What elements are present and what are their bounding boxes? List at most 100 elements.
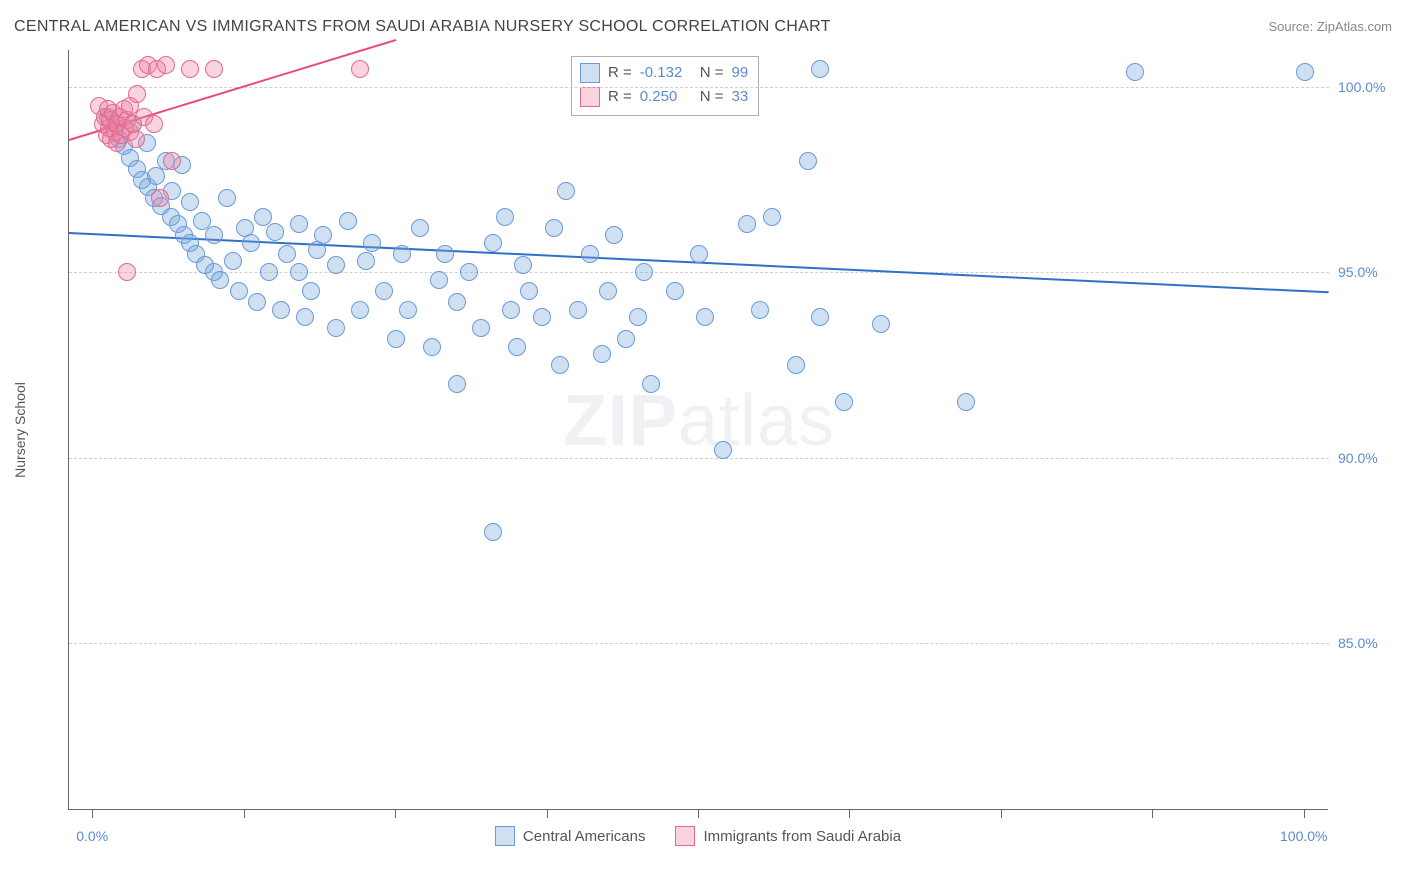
xtick bbox=[1304, 810, 1305, 818]
gridline-h bbox=[69, 643, 1329, 644]
legend-swatch-series-1 bbox=[675, 826, 695, 846]
data-point-series-0 bbox=[399, 301, 417, 319]
ytick-label: 100.0% bbox=[1338, 79, 1385, 95]
chart-header: CENTRAL AMERICAN VS IMMIGRANTS FROM SAUD… bbox=[14, 18, 1392, 36]
data-point-series-0 bbox=[872, 315, 890, 333]
watermark: ZIPatlas bbox=[563, 380, 835, 462]
xtick bbox=[698, 810, 699, 818]
data-point-series-0 bbox=[290, 215, 308, 233]
ytick-label: 85.0% bbox=[1338, 635, 1378, 651]
stats-row-series-1: R = 0.250 N = 33 bbox=[580, 85, 748, 109]
data-point-series-0 bbox=[387, 330, 405, 348]
data-point-series-0 bbox=[460, 263, 478, 281]
xtick bbox=[395, 810, 396, 818]
data-point-series-0 bbox=[551, 356, 569, 374]
gridline-h bbox=[69, 272, 1329, 273]
xtick bbox=[849, 810, 850, 818]
data-point-series-0 bbox=[218, 189, 236, 207]
data-point-series-0 bbox=[351, 301, 369, 319]
xtick bbox=[547, 810, 548, 818]
data-point-series-0 bbox=[635, 263, 653, 281]
data-point-series-0 bbox=[835, 393, 853, 411]
ytick-label: 90.0% bbox=[1338, 450, 1378, 466]
data-point-series-0 bbox=[751, 301, 769, 319]
data-point-series-1 bbox=[127, 130, 145, 148]
data-point-series-0 bbox=[738, 215, 756, 233]
data-point-series-0 bbox=[714, 441, 732, 459]
gridline-h bbox=[69, 87, 1329, 88]
data-point-series-0 bbox=[1126, 63, 1144, 81]
n-label: N = bbox=[700, 85, 724, 109]
data-point-series-0 bbox=[375, 282, 393, 300]
ytick-label: 95.0% bbox=[1338, 264, 1378, 280]
data-point-series-0 bbox=[787, 356, 805, 374]
plot-wrapper: Nursery School ZIPatlas R = -0.132 N = 9… bbox=[68, 50, 1390, 810]
xtick bbox=[1001, 810, 1002, 818]
data-point-series-0 bbox=[248, 293, 266, 311]
data-point-series-0 bbox=[339, 212, 357, 230]
data-point-series-0 bbox=[811, 308, 829, 326]
y-axis-label: Nursery School bbox=[12, 382, 28, 478]
data-point-series-0 bbox=[690, 245, 708, 263]
data-point-series-0 bbox=[211, 271, 229, 289]
data-point-series-0 bbox=[484, 523, 502, 541]
r-value-series-1: 0.250 bbox=[640, 85, 692, 109]
legend-label-series-1: Immigrants from Saudi Arabia bbox=[703, 828, 901, 845]
data-point-series-1 bbox=[351, 60, 369, 78]
data-point-series-0 bbox=[696, 308, 714, 326]
data-point-series-0 bbox=[278, 245, 296, 263]
data-point-series-0 bbox=[448, 375, 466, 393]
chart-source: Source: ZipAtlas.com bbox=[1268, 19, 1392, 34]
watermark-rest: atlas bbox=[678, 381, 835, 461]
data-point-series-0 bbox=[181, 193, 199, 211]
data-point-series-0 bbox=[327, 256, 345, 274]
data-point-series-0 bbox=[272, 301, 290, 319]
xtick bbox=[92, 810, 93, 818]
data-point-series-0 bbox=[224, 252, 242, 270]
data-point-series-0 bbox=[642, 375, 660, 393]
data-point-series-0 bbox=[581, 245, 599, 263]
swatch-series-0 bbox=[580, 63, 600, 83]
xtick bbox=[1152, 810, 1153, 818]
data-point-series-0 bbox=[593, 345, 611, 363]
xtick bbox=[244, 810, 245, 818]
data-point-series-0 bbox=[472, 319, 490, 337]
data-point-series-1 bbox=[118, 263, 136, 281]
n-value-series-1: 33 bbox=[732, 85, 749, 109]
data-point-series-0 bbox=[799, 152, 817, 170]
legend-swatch-series-0 bbox=[495, 826, 515, 846]
data-point-series-0 bbox=[357, 252, 375, 270]
data-point-series-0 bbox=[957, 393, 975, 411]
data-point-series-0 bbox=[242, 234, 260, 252]
xtick-label: 0.0% bbox=[76, 828, 108, 844]
data-point-series-0 bbox=[423, 338, 441, 356]
data-point-series-0 bbox=[605, 226, 623, 244]
data-point-series-1 bbox=[128, 85, 146, 103]
data-point-series-0 bbox=[230, 282, 248, 300]
swatch-series-1 bbox=[580, 87, 600, 107]
data-point-series-1 bbox=[145, 115, 163, 133]
bottom-legend: Central Americans Immigrants from Saudi … bbox=[68, 826, 1328, 846]
r-label: R = bbox=[608, 61, 632, 85]
stats-legend-box: R = -0.132 N = 99 R = 0.250 N = 33 bbox=[571, 56, 759, 116]
legend-item-series-0: Central Americans bbox=[495, 826, 646, 846]
data-point-series-0 bbox=[520, 282, 538, 300]
data-point-series-0 bbox=[430, 271, 448, 289]
data-point-series-0 bbox=[363, 234, 381, 252]
data-point-series-0 bbox=[811, 60, 829, 78]
data-point-series-0 bbox=[502, 301, 520, 319]
data-point-series-0 bbox=[448, 293, 466, 311]
data-point-series-0 bbox=[296, 308, 314, 326]
n-label: N = bbox=[700, 61, 724, 85]
data-point-series-0 bbox=[302, 282, 320, 300]
stats-row-series-0: R = -0.132 N = 99 bbox=[580, 61, 748, 85]
data-point-series-0 bbox=[260, 263, 278, 281]
data-point-series-0 bbox=[629, 308, 647, 326]
data-point-series-1 bbox=[151, 189, 169, 207]
data-point-series-0 bbox=[545, 219, 563, 237]
legend-label-series-0: Central Americans bbox=[523, 828, 646, 845]
data-point-series-0 bbox=[599, 282, 617, 300]
data-point-series-1 bbox=[163, 152, 181, 170]
data-point-series-0 bbox=[617, 330, 635, 348]
legend-item-series-1: Immigrants from Saudi Arabia bbox=[675, 826, 901, 846]
